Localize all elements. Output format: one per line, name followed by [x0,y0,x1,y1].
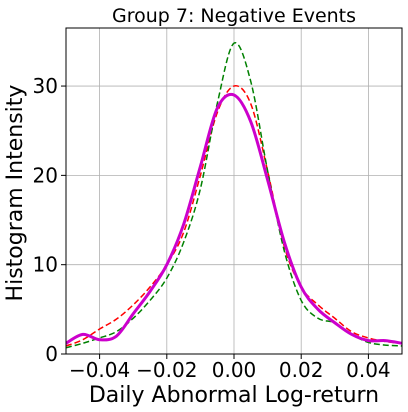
y-tick-label: 0 [45,342,58,366]
y-tick-label: 30 [33,74,58,98]
y-axis-label: Histogram Intensity [3,85,28,302]
y-tick-label: 20 [33,163,58,187]
x-tick-label: 0.02 [279,358,324,382]
series-line-3 [66,92,402,345]
series-line-1 [66,85,402,347]
series-lines [66,42,402,349]
x-tick-label: −0.02 [136,358,197,382]
chart-title: Group 7: Negative Events [112,5,356,27]
x-tick-label: 0.00 [212,358,257,382]
y-tick-label: 10 [33,253,58,277]
x-tick-label: −0.04 [69,358,130,382]
x-axis-label: Daily Abnormal Log-return [89,383,379,408]
x-tick-label: 0.04 [346,358,391,382]
ticks: −0.04 −0.02 0.00 0.02 0.04 0 10 20 30 [33,74,391,382]
